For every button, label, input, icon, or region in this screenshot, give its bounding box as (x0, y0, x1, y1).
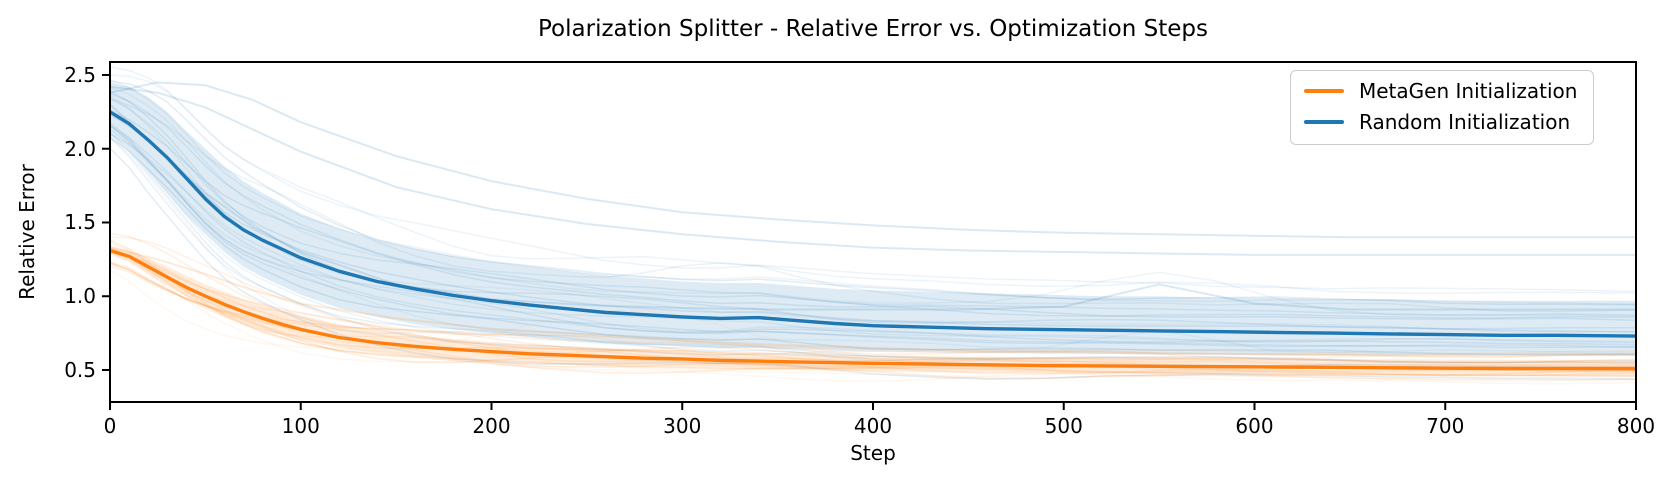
legend: MetaGen Initialization Random Initializa… (1290, 70, 1595, 145)
x-tick-label: 400 (853, 414, 893, 438)
legend-item-metagen: MetaGen Initialization (1304, 79, 1577, 103)
x-tick-label: 100 (281, 414, 320, 438)
y-tick-label: 2.0 (64, 136, 96, 161)
y-axis-label: Relative Error (15, 164, 39, 300)
y-tick-label: 1.5 (64, 210, 96, 235)
chart-title: Polarization Splitter - Relative Error v… (538, 16, 1208, 42)
metagen-line-swatch (1304, 89, 1344, 93)
random-line-swatch (1304, 120, 1344, 124)
x-tick-label: 300 (663, 414, 702, 438)
legend-item-random: Random Initialization (1304, 110, 1577, 134)
x-axis-label: Step (850, 441, 896, 465)
x-tick-label: 500 (1044, 414, 1083, 438)
x-tick-label: 700 (1426, 414, 1465, 438)
y-tick-label: 1.0 (64, 284, 96, 309)
x-tick-label: 600 (1235, 414, 1274, 438)
x-tick-label: 0 (103, 414, 117, 438)
legend-label-random: Random Initialization (1359, 110, 1571, 134)
x-tick-label: 800 (1616, 414, 1656, 438)
legend-label-metagen: MetaGen Initialization (1359, 79, 1578, 103)
y-tick-label: 0.5 (64, 357, 96, 382)
x-tick-label: 200 (472, 414, 511, 438)
y-tick-label: 2.5 (64, 62, 96, 87)
